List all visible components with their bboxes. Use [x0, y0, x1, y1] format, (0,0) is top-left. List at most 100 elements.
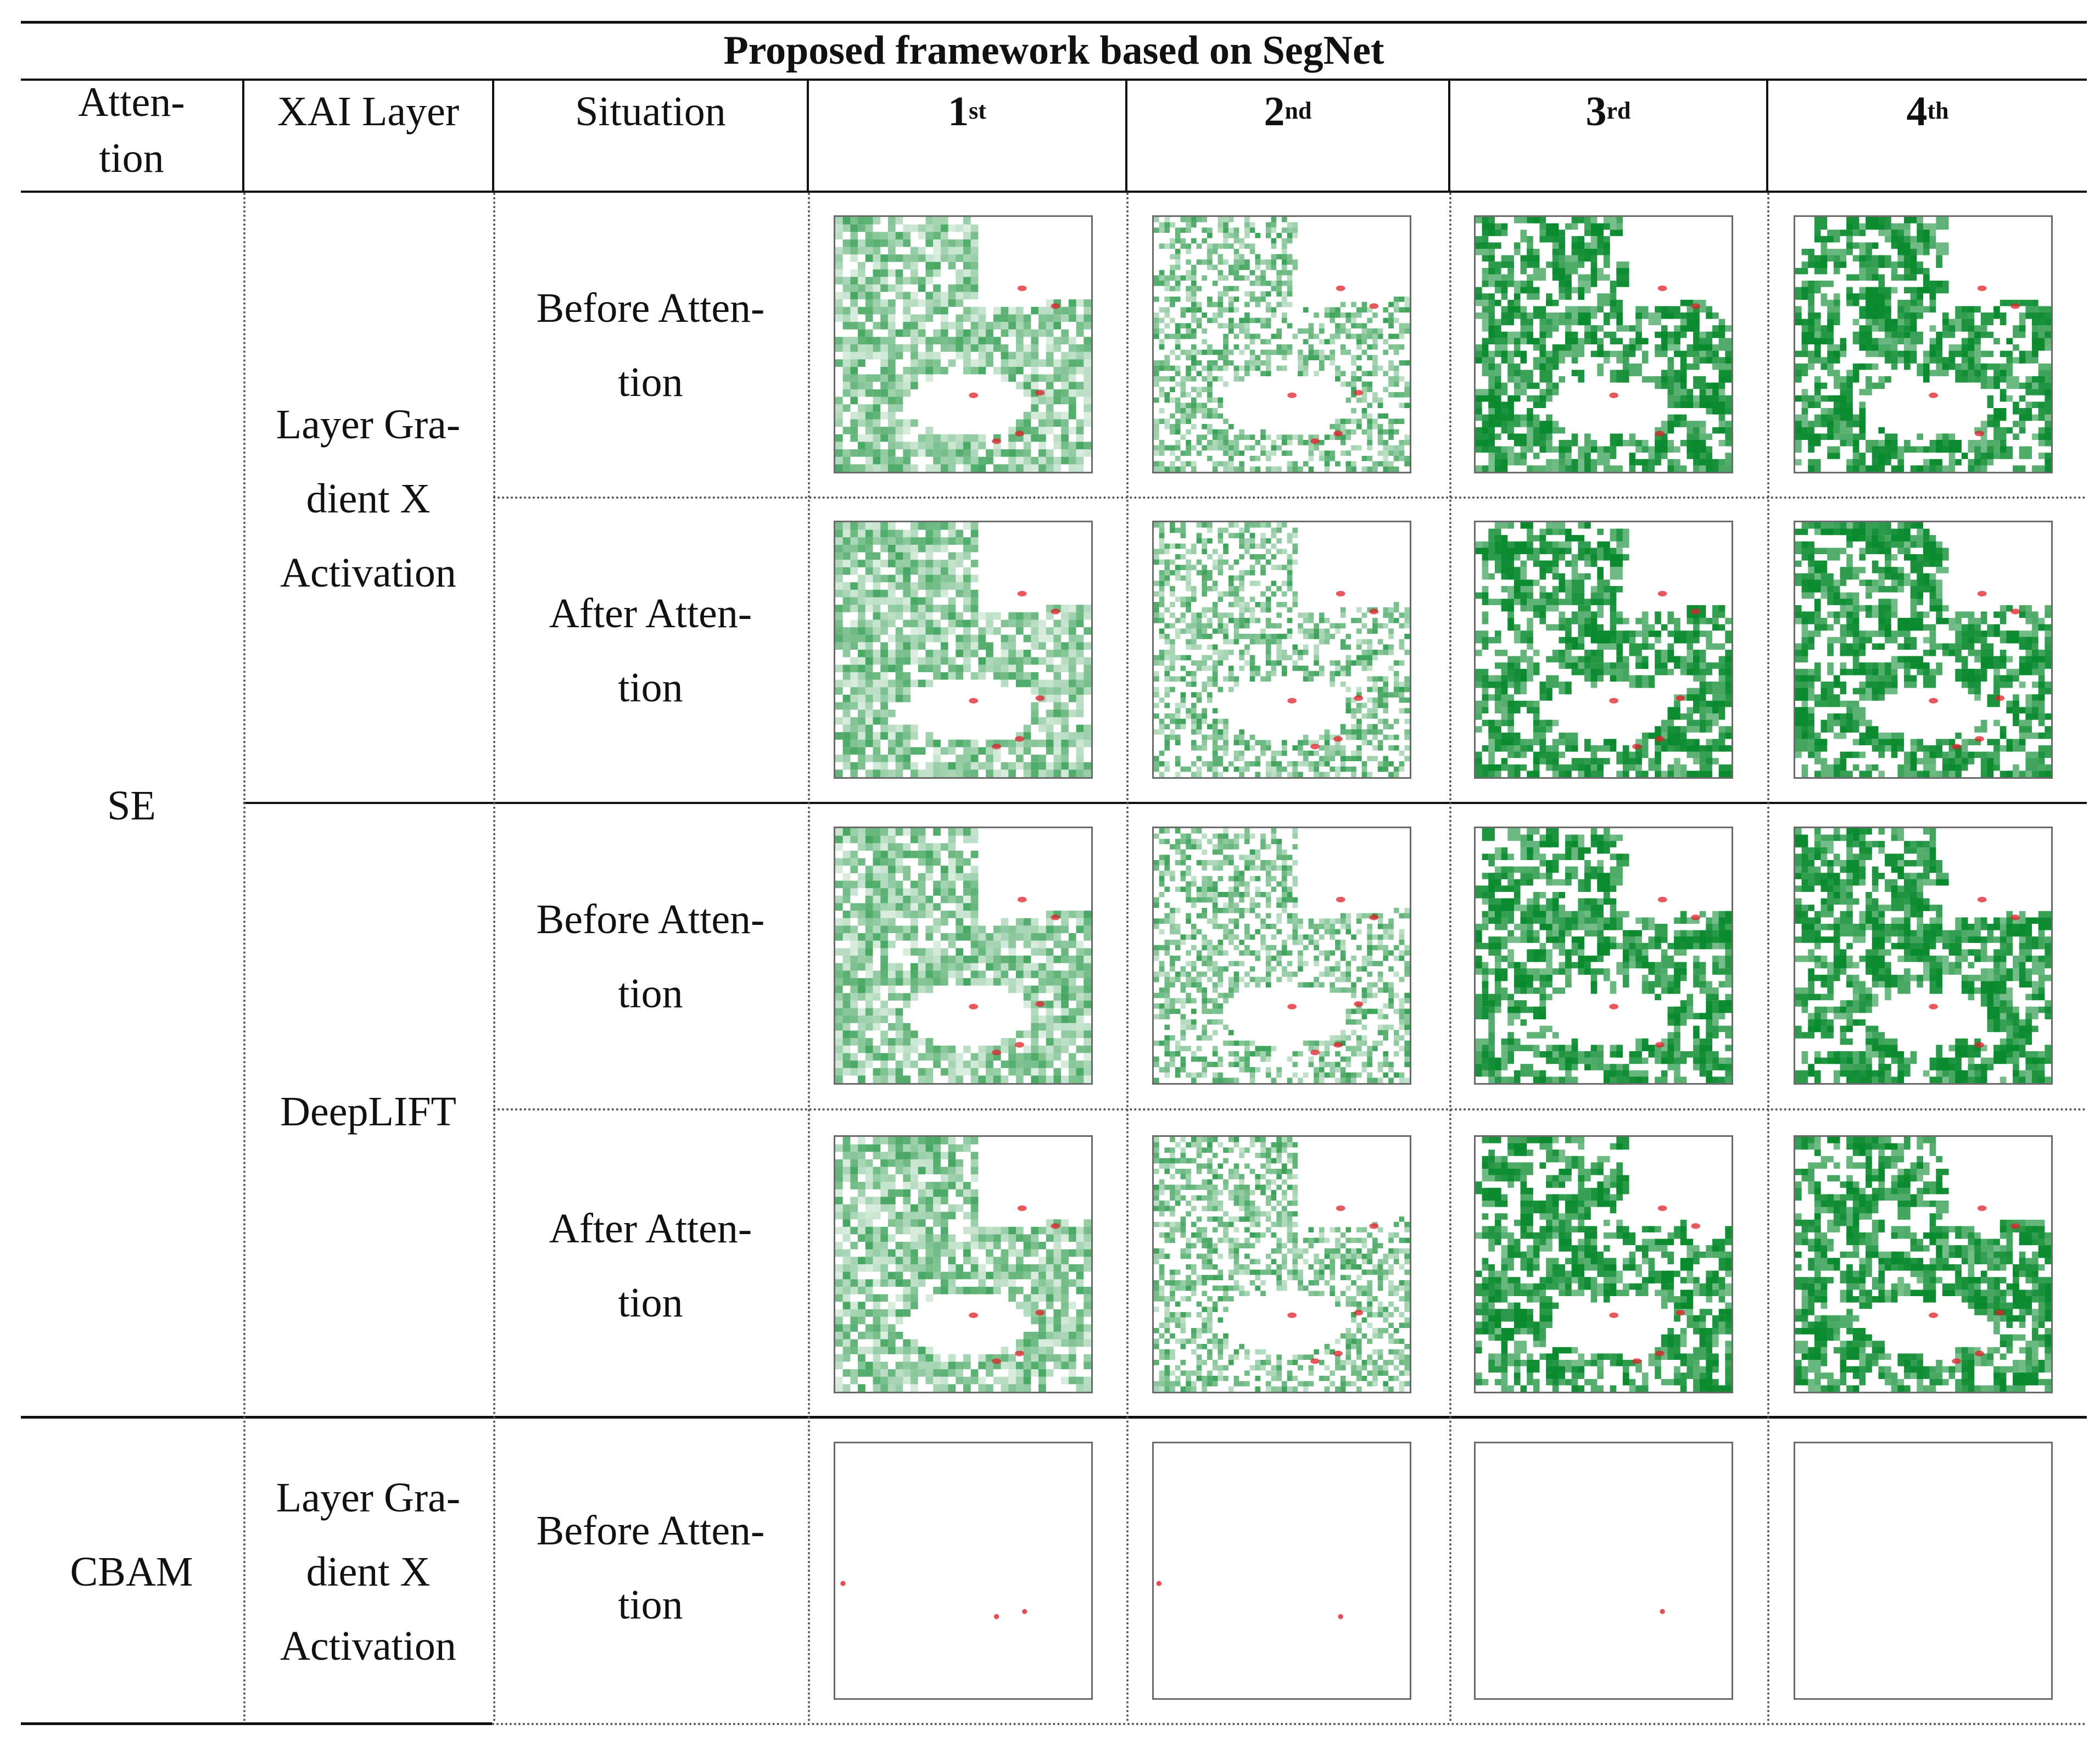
positive-cell	[1319, 360, 1325, 366]
positive-cell	[1846, 611, 1853, 618]
positive-cell	[895, 537, 903, 545]
positive-cell	[1383, 650, 1389, 655]
positive-cell	[1249, 249, 1255, 254]
positive-cell	[1513, 739, 1527, 745]
positive-cell	[1282, 265, 1287, 270]
positive-cell	[1191, 724, 1197, 729]
positive-cell	[865, 254, 873, 262]
positive-cell	[963, 522, 971, 530]
positive-cell	[925, 612, 934, 620]
positive-cell	[1482, 643, 1489, 650]
positive-cell	[1917, 287, 1930, 294]
positive-cell	[1170, 254, 1175, 260]
positive-cell	[1196, 286, 1202, 292]
positive-cell	[1923, 249, 1930, 255]
positive-cell	[1356, 692, 1362, 697]
positive-cell	[1180, 527, 1186, 533]
positive-cell	[1377, 702, 1383, 708]
positive-cell	[1367, 344, 1373, 350]
positive-cell	[1383, 687, 1389, 693]
positive-cell	[1393, 418, 1399, 424]
positive-cell	[1207, 360, 1213, 366]
positive-cell	[835, 634, 843, 643]
positive-cell	[1968, 370, 1975, 383]
positive-cell	[1520, 414, 1527, 421]
positive-cell	[1571, 643, 1585, 650]
top-rule	[21, 21, 2087, 24]
positive-cell	[925, 732, 934, 740]
positive-cell	[1559, 446, 1566, 459]
positive-cell	[1083, 642, 1091, 650]
positive-cell	[1808, 261, 1814, 268]
positive-cell	[1244, 217, 1250, 222]
positive-cell	[1276, 365, 1282, 371]
positive-cell	[1154, 702, 1159, 708]
positive-cell	[1265, 660, 1271, 666]
positive-cell	[1367, 644, 1373, 650]
positive-cell	[1249, 222, 1255, 228]
positive-cell	[1271, 671, 1277, 677]
positive-cell	[1212, 718, 1218, 724]
positive-cell	[1885, 217, 1891, 230]
positive-cell	[1725, 630, 1732, 644]
positive-cell	[1046, 306, 1054, 315]
positive-cell	[1308, 323, 1314, 328]
positive-cell	[1191, 671, 1197, 677]
positive-cell	[1180, 554, 1186, 560]
positive-cell	[1244, 761, 1250, 767]
positive-cell	[1552, 350, 1559, 364]
positive-cell	[933, 464, 941, 472]
positive-cell	[1164, 275, 1170, 281]
positive-cell	[1866, 382, 1872, 389]
positive-cell	[1191, 333, 1197, 339]
positive-cell	[1164, 397, 1170, 403]
positive-cell	[1255, 756, 1261, 761]
positive-cell	[1904, 274, 1917, 281]
positive-cell	[1170, 466, 1175, 472]
positive-cell	[918, 582, 926, 590]
positive-cell	[1520, 261, 1527, 275]
positive-cell	[1859, 306, 1866, 319]
positive-cell	[1260, 634, 1266, 639]
positive-cell	[865, 314, 873, 322]
positive-cell	[850, 627, 858, 635]
positive-cell	[1340, 666, 1346, 671]
positive-cell	[1482, 350, 1489, 364]
positive-cell	[1987, 446, 1994, 459]
positive-cell	[1186, 450, 1191, 456]
positive-cell	[865, 665, 873, 672]
positive-cell	[1159, 418, 1165, 424]
positive-cell	[873, 284, 881, 292]
positive-cell	[1552, 230, 1559, 236]
positive-cell	[1164, 297, 1170, 302]
positive-cell	[1533, 267, 1546, 281]
positive-cell	[1372, 734, 1378, 740]
positive-cell	[858, 642, 865, 650]
positive-cell	[1154, 655, 1159, 661]
positive-cell	[1292, 602, 1298, 607]
positive-cell	[1340, 323, 1346, 328]
positive-cell	[1212, 666, 1218, 671]
positive-cell	[842, 337, 851, 344]
positive-cell	[986, 620, 993, 628]
positive-cell	[986, 449, 993, 457]
positive-cell	[887, 344, 896, 352]
positive-cell	[1565, 528, 1572, 542]
positive-cell	[1494, 281, 1508, 287]
positive-cell	[1249, 745, 1255, 751]
positive-cell	[1897, 522, 1904, 535]
positive-cell	[1175, 286, 1181, 292]
positive-cell	[1404, 328, 1410, 334]
positive-cell	[1961, 453, 1968, 459]
positive-cell	[1610, 230, 1623, 236]
positive-cell	[1361, 702, 1367, 708]
positive-cell	[1191, 644, 1197, 650]
positive-cell	[1622, 771, 1629, 777]
positive-cell	[1159, 527, 1165, 533]
positive-cell	[993, 769, 1001, 777]
positive-cell	[1170, 429, 1175, 435]
positive-cell	[1282, 522, 1287, 528]
positive-cell	[1725, 618, 1732, 624]
positive-cell	[1265, 466, 1271, 472]
positive-cell	[858, 582, 865, 590]
